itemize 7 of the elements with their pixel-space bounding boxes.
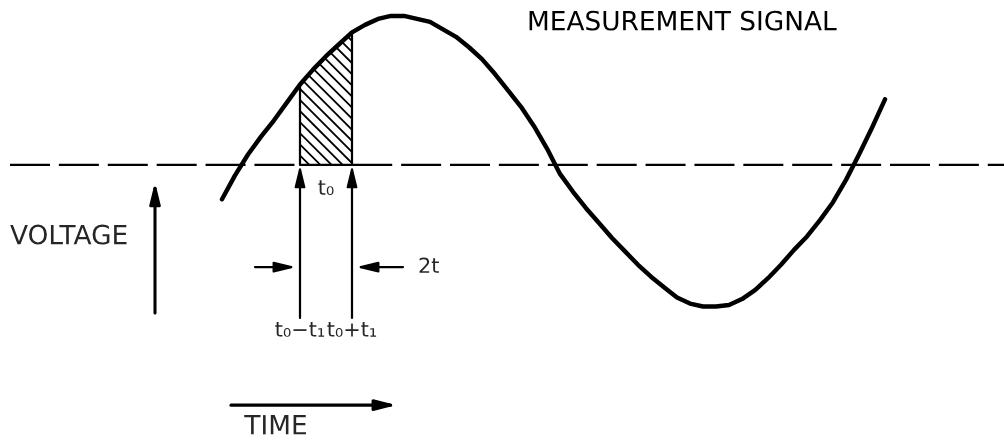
text: MEASUREMENT SIGNAL bbox=[529, 10, 837, 31]
annotation: 2t bbox=[419, 257, 439, 273]
x-tick-label: t₀ bbox=[318, 180, 334, 196]
x-axis-title: TIME bbox=[244, 415, 306, 435]
x-tick-label: t₀−t₁ bbox=[275, 321, 325, 337]
x-tick-label: t₀+t₁ bbox=[327, 321, 377, 337]
y-axis-title: VOLTAGE bbox=[10, 224, 127, 245]
